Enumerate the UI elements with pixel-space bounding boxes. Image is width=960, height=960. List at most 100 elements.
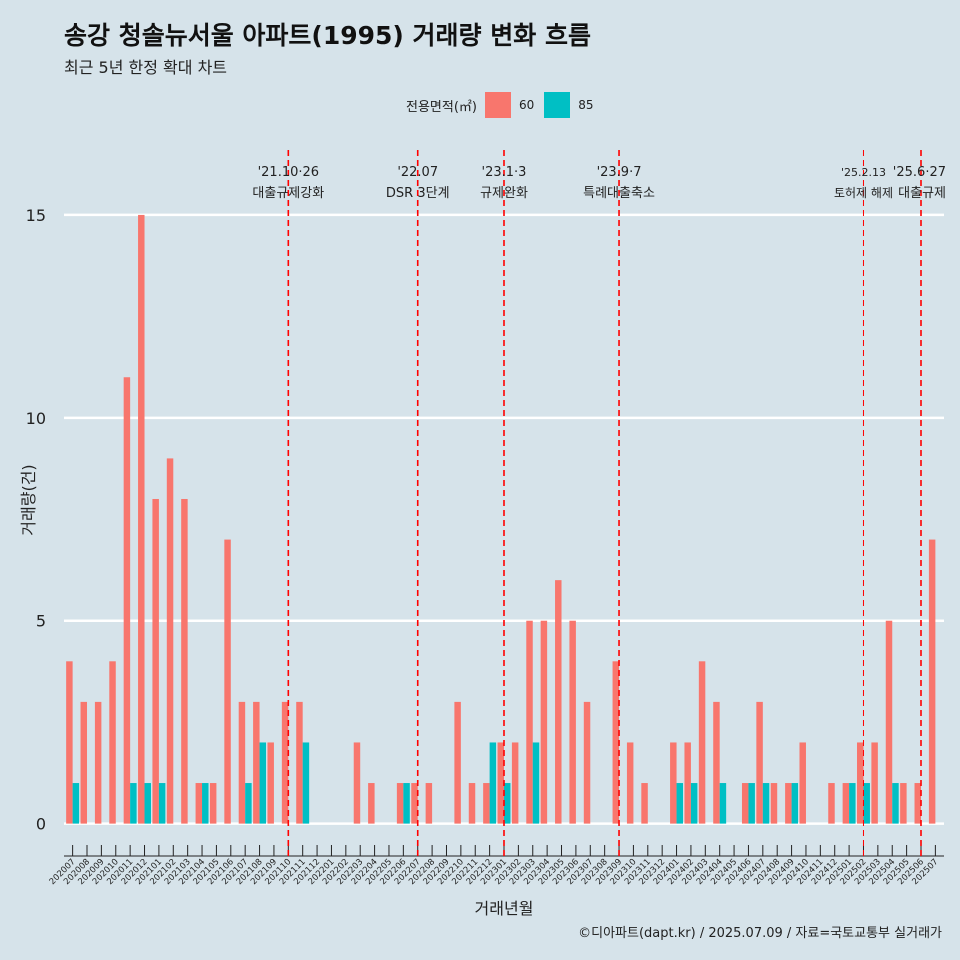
bar-60-202303 (526, 620, 533, 824)
bar-60-202406 (741, 783, 749, 824)
event-label-202301: 규제완화 (480, 186, 528, 201)
legend-swatch-60 (484, 92, 511, 118)
bar-85-202501 (849, 783, 856, 824)
event-date-202502: '25.2.13 (841, 166, 886, 179)
bar-85-202402 (690, 783, 698, 824)
bar-60-202105 (209, 783, 217, 824)
bar-85-202212 (489, 742, 497, 824)
bar-60-202408 (770, 783, 778, 824)
y-axis-title: 거래량(건) (19, 464, 38, 535)
bar-60-202206 (396, 783, 404, 824)
chart-title: 송강 청솔뉴서울 아파트(1995) 거래량 변화 흐름 (64, 21, 591, 50)
bar-85-202404 (719, 783, 727, 824)
event-label-202207: DSR 3단계 (386, 186, 450, 201)
bar-60-202007 (66, 661, 73, 824)
legend: 전용면적(㎡) 60 85 (406, 92, 604, 118)
bar-85-202303 (532, 742, 540, 824)
bar-60-202407 (756, 701, 763, 824)
bar-60-202404 (713, 701, 720, 824)
y-tick-label-5: 5 (36, 612, 46, 631)
bar-60-202401 (670, 742, 677, 824)
x-axis-title: 거래년월 (475, 899, 534, 918)
bar-60-202103 (181, 498, 188, 824)
bar-60-202207 (411, 783, 418, 824)
bar-60-202410 (799, 742, 806, 824)
event-label-202309: 특례대출축소 (583, 186, 655, 201)
bar-85-202104 (202, 783, 209, 824)
bar-60-202506 (914, 783, 921, 824)
bar-85-202409 (791, 783, 799, 824)
bar-60-202503 (871, 742, 878, 824)
bar-60-202210 (454, 701, 461, 824)
event-date-202207: '22.07 (397, 165, 438, 180)
bar-85-202407 (762, 783, 770, 824)
bar-85-202108 (259, 742, 267, 824)
bar-60-202309 (612, 661, 620, 824)
bar-85-202406 (748, 783, 755, 824)
y-tick-label-15: 15 (26, 206, 46, 225)
event-label-202506: 대출규제 (898, 186, 946, 201)
bar-60-202009 (94, 701, 102, 824)
y-tick-label-0: 0 (36, 815, 46, 834)
bar-60-202110 (281, 701, 289, 824)
bar-60-202010 (109, 661, 116, 824)
bar-60-202501 (842, 783, 850, 824)
bar-85-202012 (144, 783, 151, 824)
chart-caption: ©디아파트(dapt.kr) / 2025.07.09 / 자료=국토교통부 실… (578, 926, 942, 941)
bar-85-202007 (72, 783, 80, 824)
bar-60-202412 (828, 783, 835, 824)
bar-85-202301 (504, 783, 511, 824)
bar-60-202507 (928, 539, 936, 824)
legend-swatch-85 (544, 92, 571, 118)
y-tick-label-10: 10 (26, 409, 46, 428)
event-date-202309: '23.9·7 (597, 165, 642, 180)
bar-60-202212 (483, 783, 490, 824)
legend-label-60: 60 (518, 98, 535, 112)
bar-85-202111 (302, 742, 310, 824)
bar-60-202011 (123, 377, 131, 824)
bar-60-202108 (253, 701, 260, 824)
legend-label-85: 85 (578, 98, 594, 112)
bar-60-202306 (569, 620, 576, 824)
bar-60-202302 (511, 742, 519, 824)
event-date-202301: '23.1·3 (482, 165, 527, 180)
bar-60-202106 (224, 539, 231, 824)
bar-60-202111 (296, 701, 303, 824)
bar-85-202502 (863, 783, 870, 824)
bar-60-202311 (641, 783, 648, 824)
bar-60-202012 (138, 214, 145, 824)
bar-60-202104 (195, 783, 203, 824)
bar-60-202107 (238, 701, 246, 824)
bar-85-202101 (158, 783, 166, 824)
bar-60-202403 (698, 661, 706, 824)
bar-60-202505 (900, 783, 907, 824)
bar-60-202502 (857, 742, 864, 824)
event-date-202506: '25.6·27 (893, 165, 946, 180)
event-label-202502: 토허제 해제 (834, 186, 893, 200)
bar-60-202008 (80, 701, 88, 824)
bar-85-202504 (892, 783, 899, 824)
bar-85-202011 (130, 783, 137, 824)
bar-60-202102 (166, 458, 174, 824)
bar-85-202206 (403, 783, 410, 824)
bar-60-202409 (785, 783, 792, 824)
bar-60-202402 (684, 742, 691, 824)
bar-60-202203 (353, 742, 361, 824)
bar-60-202211 (468, 783, 476, 824)
bar-60-202310 (626, 742, 634, 824)
bar-60-202307 (583, 701, 591, 824)
bar-60-202304 (540, 620, 548, 824)
bar-60-202101 (152, 498, 159, 824)
event-date-202110: '21.10·26 (258, 165, 319, 180)
event-label-202110: 대출규제강화 (252, 186, 324, 201)
bar-60-202208 (425, 783, 433, 824)
bar-85-202401 (676, 783, 684, 824)
bar-60-202109 (267, 742, 274, 824)
bar-85-202107 (245, 783, 252, 824)
bar-60-202204 (368, 783, 375, 824)
bar-60-202504 (885, 620, 893, 824)
bar-60-202305 (555, 580, 562, 824)
chart-subtitle: 최근 5년 한정 확대 차트 (64, 58, 228, 77)
bar-60-202301 (497, 742, 504, 824)
